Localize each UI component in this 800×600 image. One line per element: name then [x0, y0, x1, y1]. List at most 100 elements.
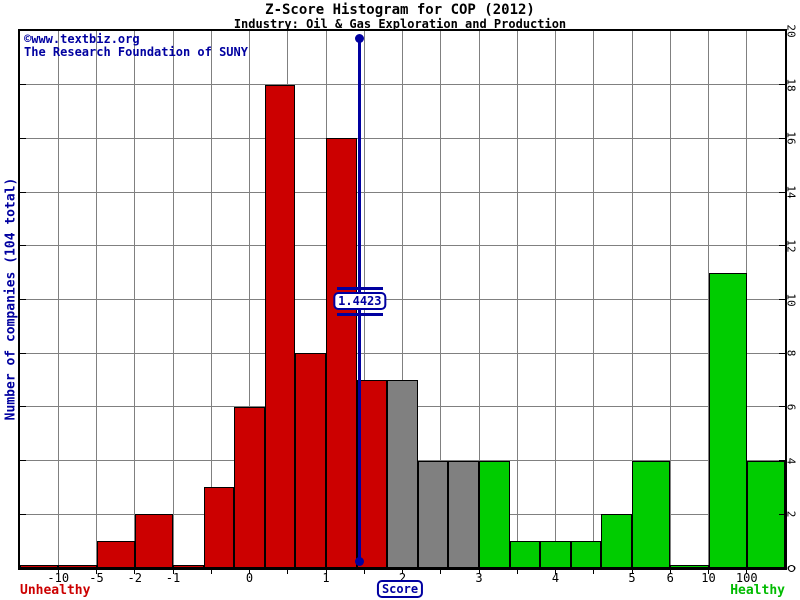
y-tick-mark	[20, 191, 26, 193]
histogram-bar	[203, 487, 235, 568]
x-tick-mark	[669, 570, 671, 574]
y-tick-mark	[779, 352, 785, 354]
histogram-bar	[479, 460, 510, 568]
y-tick-mark	[20, 513, 26, 515]
y-tick-label: 6	[784, 403, 798, 411]
histogram-bar	[417, 460, 449, 568]
histogram-bar	[326, 138, 357, 568]
chart-title: Z-Score Histogram for COP (2012)	[265, 2, 535, 18]
histogram-bar	[234, 406, 265, 568]
gridline-horizontal	[20, 137, 785, 139]
y-tick-mark	[20, 137, 26, 139]
y-tick-mark	[779, 191, 785, 193]
histogram-bar	[601, 514, 632, 568]
x-tick-label: 6	[666, 571, 674, 585]
y-axis-title: Number of companies (104 total)	[3, 177, 19, 421]
x-tick-label: 4	[551, 571, 560, 585]
y-tick-mark	[20, 245, 26, 247]
gridline-horizontal	[20, 191, 785, 193]
y-tick-mark	[20, 406, 26, 408]
x-tick-mark	[96, 570, 97, 574]
y-tick-label: 2	[784, 510, 798, 518]
watermark-org: The Research Foundation of SUNY	[24, 45, 248, 59]
x-tick-mark	[172, 570, 174, 574]
histogram-bar	[264, 84, 296, 568]
y-tick-mark	[779, 137, 785, 139]
histogram-bar	[173, 565, 204, 568]
x-tick-mark	[631, 570, 633, 574]
histogram-bar	[20, 565, 59, 568]
x-tick-label: 10	[701, 571, 716, 585]
y-tick-mark	[779, 245, 785, 247]
x-tick-mark	[363, 570, 365, 574]
healthy-zone-label: Healthy	[730, 583, 785, 598]
y-tick-mark	[779, 406, 785, 408]
axis-end-circle-icon	[787, 564, 795, 572]
histogram-bar	[746, 460, 785, 568]
histogram-bar	[509, 541, 541, 568]
x-tick-label: -5	[89, 571, 104, 585]
x-tick-label: -1	[165, 571, 181, 585]
x-tick-mark	[402, 570, 403, 574]
x-tick-label: 100	[735, 571, 758, 585]
x-tick-mark	[325, 570, 327, 574]
watermark-url: ©www.textbiz.org	[24, 32, 140, 46]
marker-lower-cap	[336, 313, 383, 316]
x-tick-mark	[210, 570, 212, 574]
y-tick-label: 18	[784, 78, 798, 92]
gridline-horizontal	[20, 245, 785, 247]
y-tick-label: 10	[784, 292, 798, 307]
histogram-bar	[448, 460, 479, 568]
y-tick-label: 8	[784, 349, 798, 357]
y-tick-mark	[20, 352, 26, 354]
marker-top-dot	[355, 33, 365, 43]
histogram-bar	[387, 380, 418, 568]
y-tick-mark	[779, 460, 785, 462]
y-tick-label: 4	[784, 457, 798, 464]
x-tick-mark	[593, 570, 595, 574]
x-tick-mark	[249, 570, 250, 574]
y-tick-mark	[20, 299, 26, 300]
chart-subtitle: Industry: Oil & Gas Exploration and Prod…	[233, 17, 567, 31]
histogram-bar	[295, 353, 326, 568]
marker-upper-cap	[336, 287, 383, 290]
x-tick-label: 5	[628, 571, 636, 585]
x-tick-mark	[134, 570, 136, 574]
x-tick-label: -10	[47, 571, 70, 585]
y-tick-mark	[779, 299, 785, 300]
histogram-bar	[632, 460, 671, 568]
x-tick-mark	[746, 570, 748, 574]
y-tick-label: 12	[784, 239, 798, 253]
marker-bottom-dot	[355, 556, 365, 566]
x-tick-label: 1	[322, 571, 330, 585]
y-tick-mark	[779, 84, 785, 86]
histogram-bar	[356, 380, 388, 568]
marker-value-label: 1.4423	[333, 291, 387, 310]
y-tick-mark	[20, 460, 26, 462]
histogram-bar	[540, 541, 571, 568]
x-tick-mark	[555, 570, 556, 574]
x-tick-label: 0	[245, 571, 254, 585]
x-axis-title: Score	[376, 580, 424, 598]
histogram-bar	[96, 541, 135, 568]
x-tick-mark	[516, 570, 518, 574]
x-tick-label: 2	[398, 571, 407, 585]
histogram-bar	[708, 272, 747, 568]
x-tick-label: 3	[475, 571, 483, 585]
gridline-horizontal	[20, 352, 785, 354]
y-tick-mark	[779, 513, 785, 515]
histogram-bar	[570, 541, 602, 568]
histogram-bar	[670, 565, 709, 568]
x-tick-mark	[57, 570, 59, 574]
y-tick-label: 16	[784, 131, 798, 146]
x-tick-label: -2	[127, 571, 142, 585]
y-tick-label: 14	[784, 185, 798, 199]
x-tick-mark	[478, 570, 480, 574]
unhealthy-zone-label: Unhealthy	[20, 583, 91, 598]
x-tick-mark	[287, 570, 289, 574]
x-tick-mark	[440, 570, 442, 574]
histogram-bar	[134, 514, 173, 568]
x-tick-mark	[708, 570, 709, 574]
gridline-horizontal	[20, 299, 785, 300]
